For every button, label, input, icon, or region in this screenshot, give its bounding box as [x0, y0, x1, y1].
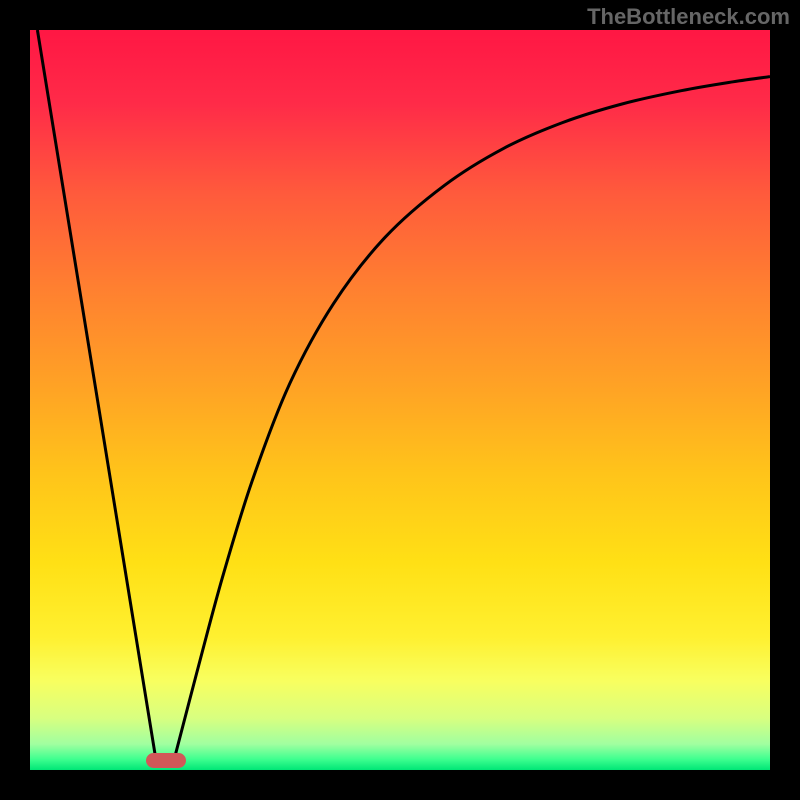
plot-area — [30, 30, 770, 770]
minimum-marker — [146, 753, 187, 768]
curve-left-branch — [37, 30, 155, 759]
chart-container: TheBottleneck.com — [0, 0, 800, 800]
curve-layer — [30, 30, 770, 770]
curve-right-branch — [174, 77, 770, 759]
watermark-text: TheBottleneck.com — [587, 4, 790, 30]
